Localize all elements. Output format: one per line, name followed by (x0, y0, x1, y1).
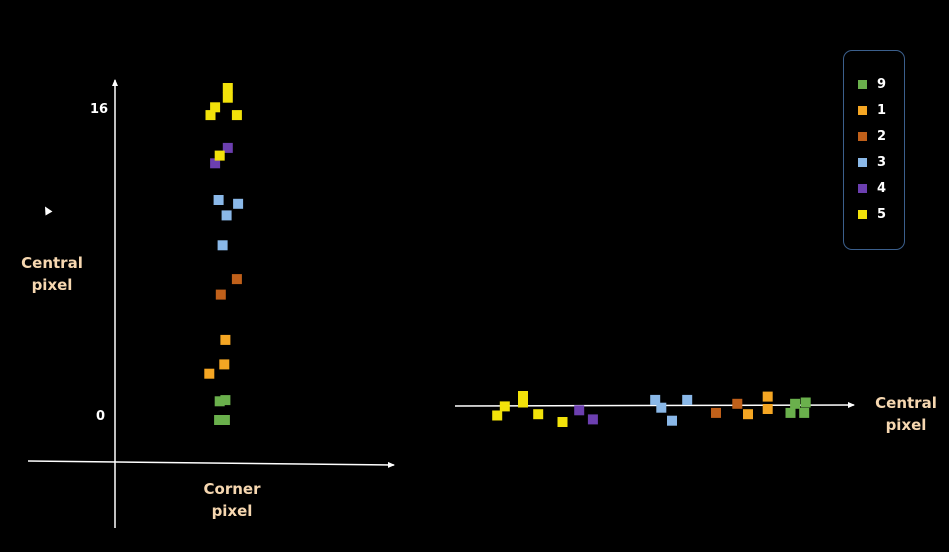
right-point-series-9-1 (790, 398, 801, 409)
left-point-series-9-0 (214, 415, 225, 425)
right-point-series-3-0 (650, 394, 661, 405)
legend-label: 4 (877, 180, 887, 196)
right-point-series-5-2 (518, 397, 528, 408)
right-point-series-4-1 (587, 414, 598, 425)
legend-label: 1 (877, 102, 887, 118)
legend-item-3: 3 (858, 153, 886, 171)
left-point-series-4-1 (222, 142, 233, 153)
legend-item-2: 2 (858, 127, 886, 145)
right-point-series-5-0 (492, 410, 503, 421)
left-point-series-5-0 (214, 150, 225, 161)
left-point-series-4-0 (210, 158, 221, 169)
left-point-series-5-1 (205, 110, 216, 121)
right-point-series-5-5 (557, 417, 568, 427)
right-point-series-1-2 (762, 391, 773, 402)
legend-item-4: 4 (858, 179, 886, 197)
left-point-series-5-2 (210, 102, 221, 113)
left-ytick-0: 0 (96, 409, 106, 424)
legend-item-9: 9 (858, 75, 886, 93)
right-point-series-9-2 (799, 407, 810, 418)
right-point-series-3-3 (682, 394, 693, 405)
left-point-series-1-1 (219, 359, 230, 370)
left-chart-marks (204, 83, 244, 425)
right-point-series-5-4 (533, 409, 544, 420)
legend-swatch (858, 209, 867, 219)
right-point-series-9-0 (785, 407, 796, 418)
left-point-series-3-3 (213, 195, 224, 205)
legend-swatch (858, 157, 867, 167)
left-point-series-1-0 (204, 368, 215, 379)
right-point-series-9-3 (800, 397, 811, 408)
left-x-axis (27, 460, 395, 468)
right-point-series-4-0 (574, 405, 585, 416)
legend-label: 5 (877, 206, 887, 222)
right-point-series-1-0 (743, 409, 753, 420)
right-point-series-5-1 (499, 401, 510, 412)
right-point-series-3-2 (667, 415, 677, 426)
left-y-axis-label: Central pixel (21, 254, 83, 294)
right-point-series-1-1 (762, 404, 773, 414)
right-chart-marks (492, 391, 811, 427)
legend-swatch (858, 105, 867, 115)
left-point-series-9-1 (219, 415, 230, 425)
right-point-series-2-0 (711, 407, 721, 418)
left-point-series-5-3 (231, 110, 242, 121)
left-point-series-9-3 (220, 395, 231, 406)
right-point-series-5-3 (518, 391, 528, 401)
left-x-axis-label: Corner pixel (203, 480, 261, 520)
legend-swatch (858, 131, 867, 141)
left-point-series-2-0 (215, 289, 226, 300)
left-point-series-3-0 (217, 240, 228, 251)
left-point-series-3-1 (221, 210, 232, 221)
legend-label: 9 (877, 76, 887, 92)
left-ytick-16: 16 (90, 102, 109, 117)
right-point-series-3-1 (656, 402, 667, 413)
left-point-series-3-2 (233, 198, 244, 209)
legend-label: 3 (877, 154, 887, 170)
left-point-series-1-2 (220, 334, 231, 345)
legend: 9 1 2 3 4 5 (843, 50, 905, 250)
legend-label: 2 (877, 128, 887, 144)
right-x-axis-label: Central pixel (875, 394, 937, 434)
left-point-series-2-1 (231, 274, 242, 285)
legend-item-1: 1 (858, 101, 886, 119)
left-point-series-5-4 (222, 92, 233, 103)
legend-swatch (858, 183, 867, 193)
legend-item-5: 5 (858, 205, 886, 223)
left-point-series-9-2 (214, 396, 225, 407)
left-point-series-5-5 (222, 83, 233, 93)
right-point-series-2-1 (732, 398, 743, 409)
legend-swatch (858, 79, 867, 89)
